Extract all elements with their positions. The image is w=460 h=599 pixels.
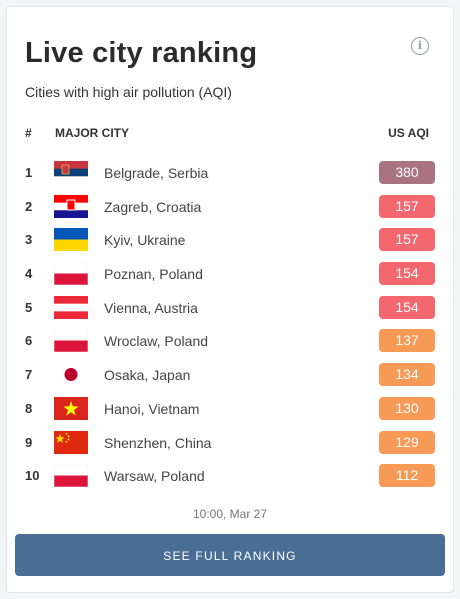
- ranking-list: 1 Belgrade, Serbia 380 2 Zagreb, Croatia 157 3…: [25, 158, 435, 495]
- japan-flag-icon: [54, 363, 88, 387]
- rank-number: 8: [25, 400, 33, 416]
- city-name[interactable]: Poznan, Poland: [104, 266, 203, 283]
- aqi-badge: 134: [379, 363, 435, 387]
- ranking-row[interactable]: 5 Vienna, Austria 154: [25, 293, 435, 327]
- city-name[interactable]: Wroclaw, Poland: [104, 333, 209, 350]
- ranking-row[interactable]: 9 Shenzhen, China 129: [25, 428, 435, 462]
- city-name[interactable]: Shenzhen, China: [104, 434, 212, 451]
- table-header: # MAJOR CITY US AQI: [25, 126, 435, 146]
- city-name[interactable]: Osaka, Japan: [104, 367, 191, 384]
- rank-number: 2: [25, 198, 33, 214]
- widget-title: Live city ranking: [25, 37, 258, 69]
- croatia-flag-icon: [54, 194, 88, 218]
- rank-number: 4: [25, 266, 33, 282]
- ranking-row[interactable]: 3 Kyiv, Ukraine 157: [25, 225, 435, 259]
- column-header-city: MAJOR CITY: [55, 126, 130, 140]
- rank-number: 3: [25, 232, 33, 248]
- poland-flag-icon: [54, 464, 88, 488]
- city-ranking-card: Live city ranking i Cities with high air…: [6, 6, 454, 593]
- vietnam-flag-icon: [54, 396, 88, 420]
- poland-flag-icon: [54, 262, 88, 286]
- rank-number: 5: [25, 299, 33, 315]
- aqi-badge: 154: [379, 295, 435, 319]
- ranking-row[interactable]: 4 Poznan, Poland 154: [25, 259, 435, 293]
- poland-flag-icon: [54, 329, 88, 353]
- ranking-row[interactable]: 1 Belgrade, Serbia 380: [25, 158, 435, 192]
- column-header-aqi: US AQI: [388, 126, 429, 140]
- city-name[interactable]: Kyiv, Ukraine: [104, 232, 186, 249]
- austria-flag-icon: [54, 295, 88, 319]
- city-name[interactable]: Vienna, Austria: [104, 299, 198, 316]
- aqi-badge: 154: [379, 262, 435, 286]
- column-header-rank: #: [25, 126, 32, 140]
- aqi-badge: 137: [379, 329, 435, 353]
- city-name[interactable]: Belgrade, Serbia: [104, 165, 209, 181]
- ranking-row[interactable]: 6 Wroclaw, Poland 137: [25, 326, 435, 360]
- aqi-badge: 157: [379, 228, 435, 252]
- city-name[interactable]: Warsaw, Poland: [104, 468, 205, 485]
- ranking-row[interactable]: 2 Zagreb, Croatia 157: [25, 192, 435, 226]
- rank-number: 1: [25, 165, 33, 180]
- aqi-badge: 380: [379, 161, 435, 184]
- ranking-row[interactable]: 8 Hanoi, Vietnam 130: [25, 394, 435, 428]
- rank-number: 9: [25, 434, 33, 450]
- ukraine-flag-icon: [54, 228, 88, 252]
- aqi-badge: 157: [379, 194, 435, 218]
- rank-number: 6: [25, 333, 33, 349]
- serbia-flag-icon: [54, 161, 88, 184]
- ranking-row[interactable]: 7 Osaka, Japan 134: [25, 360, 435, 394]
- city-name[interactable]: Hanoi, Vietnam: [104, 400, 200, 417]
- rank-number: 7: [25, 367, 33, 383]
- aqi-badge: 130: [379, 396, 435, 420]
- china-flag-icon: [54, 430, 88, 454]
- aqi-badge: 112: [379, 464, 435, 488]
- last-updated-timestamp: 10:00, Mar 27: [192, 507, 268, 521]
- aqi-badge: 129: [379, 430, 435, 454]
- see-full-ranking-button[interactable]: SEE FULL RANKING: [15, 534, 445, 576]
- city-name[interactable]: Zagreb, Croatia: [104, 198, 202, 215]
- info-icon[interactable]: i: [411, 37, 429, 55]
- widget-subtitle: Cities with high air pollution (AQI): [25, 84, 232, 100]
- ranking-row[interactable]: 10 Warsaw, Poland 112: [25, 461, 435, 495]
- rank-number: 10: [25, 468, 40, 484]
